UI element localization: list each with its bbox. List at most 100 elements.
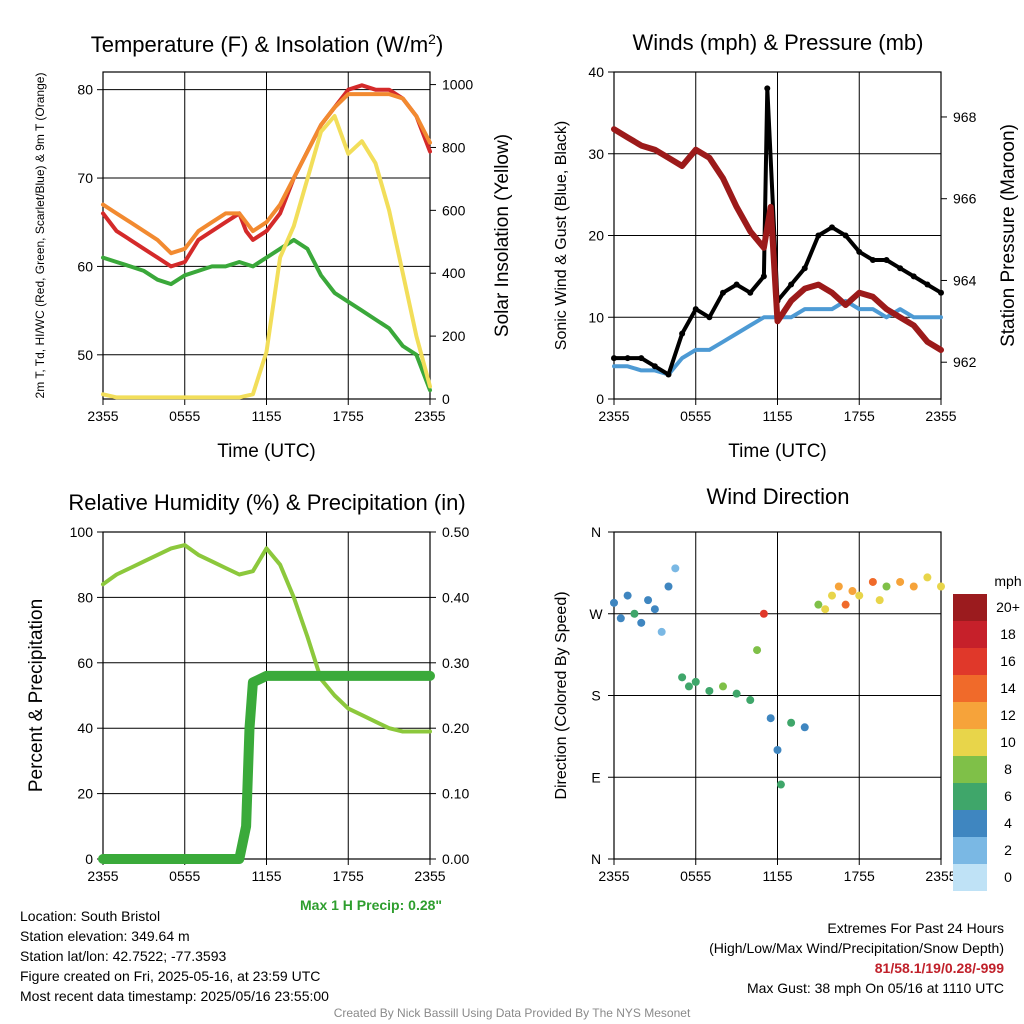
gust-point: [801, 265, 808, 272]
direction-point: [732, 689, 741, 698]
direction-point: [773, 746, 782, 754]
max-precip-annotation: Max 1 H Precip: 0.28": [300, 897, 443, 913]
humidity-title: Relative Humidity (%) & Precipitation (i…: [68, 490, 465, 515]
extremes-info: Extremes For Past 24 Hours (High/Low/Max…: [709, 918, 1004, 998]
y-tick-label: 30: [588, 146, 604, 162]
direction-tick-label: W: [589, 606, 603, 622]
direction-point: [657, 627, 666, 636]
series-line-precipitation: [98, 670, 435, 864]
direction-point: [834, 582, 843, 591]
direction-point: [896, 577, 905, 586]
y-tick-label: 70: [77, 170, 93, 186]
direction-point: [644, 596, 653, 605]
colorbar-swatch: [953, 756, 987, 783]
direction-point: [875, 596, 884, 605]
recent-timestamp: Most recent data timestamp: 2025/05/16 2…: [20, 988, 329, 1004]
colorbar-swatch: [953, 837, 987, 864]
y-tick-label: 100: [70, 524, 94, 540]
x-tick-label: 2355: [414, 868, 445, 884]
colorbar-swatch: [953, 810, 987, 837]
colorbar-swatch: [953, 594, 987, 621]
station-elevation: Station elevation: 349.64 m: [20, 928, 190, 944]
wind-direction-title: Wind Direction: [706, 484, 849, 509]
colorbar-label: 6: [1004, 788, 1012, 804]
y2-tick-label: 0.30: [442, 655, 469, 671]
colorbar-swatch: [953, 621, 987, 648]
gust-point: [611, 355, 617, 362]
station-info: Location: South Bristol Station elevatio…: [20, 906, 329, 1006]
direction-point: [800, 723, 809, 732]
direction-point: [630, 609, 639, 618]
x-tick-label: 2355: [925, 408, 956, 424]
y2-tick-label: 964: [953, 272, 977, 288]
x-axis-label: Time (UTC): [728, 441, 827, 462]
y2-tick-label: 0.20: [442, 720, 469, 736]
gust-point: [692, 306, 699, 313]
y-tick-label: 80: [77, 82, 93, 98]
credit-line: Created By Nick Bassill Using Data Provi…: [333, 1006, 691, 1020]
gust-point: [815, 232, 822, 239]
y-axis-label: Sonic Wind & Gust (Blue, Black): [553, 121, 570, 350]
x-tick-label: 2355: [598, 408, 629, 424]
direction-point: [684, 682, 693, 691]
colorbar-swatch: [953, 702, 987, 729]
colorbar-label: 16: [1000, 653, 1016, 669]
colorbar-unit: mph: [994, 573, 1021, 589]
extremes-description: (High/Low/Max Wind/Precipitation/Snow De…: [709, 940, 1004, 956]
x-tick-label: 1755: [333, 868, 364, 884]
y2-tick-label: 400: [442, 265, 466, 281]
y-tick-label: 60: [77, 655, 93, 671]
direction-point: [610, 598, 618, 607]
direction-point: [664, 582, 673, 591]
direction-point: [616, 614, 625, 623]
y2-tick-label: 0.40: [442, 589, 469, 605]
colorbar-swatch: [953, 729, 987, 756]
colorbar-label: 8: [1004, 761, 1012, 777]
gust-point: [679, 330, 686, 337]
temperature-title: Temperature (F) & Insolation (W/m2): [91, 31, 444, 57]
direction-point: [719, 682, 727, 691]
series-line-td: [101, 237, 432, 393]
series-line-9m-t: [101, 92, 432, 256]
wind-direction-panel: Wind Direction 2355 0555 1155 1755 2355NESWN…: [553, 484, 1022, 891]
y-tick-label: 40: [588, 64, 604, 80]
direction-point: [814, 600, 823, 609]
gust-point: [624, 355, 631, 362]
direction-point: [821, 605, 830, 614]
colorbar-label: 18: [1000, 626, 1016, 642]
colorbar-label: 2: [1004, 842, 1012, 858]
series-line-2m-t: [101, 83, 432, 269]
direction-point: [766, 714, 775, 723]
colorbar-label: 12: [1000, 707, 1016, 723]
extremes-title: Extremes For Past 24 Hours: [827, 920, 1004, 936]
x-tick-label: 2355: [598, 868, 629, 884]
max-gust: Max Gust: 38 mph On 05/16 at 1110 UTC: [746, 980, 1004, 996]
gust-point: [764, 85, 771, 92]
direction-point: [678, 673, 687, 682]
y-tick-label: 60: [77, 258, 93, 274]
direction-point: [848, 587, 857, 596]
direction-point: [650, 605, 659, 614]
gust-point: [720, 289, 726, 296]
direction-tick-label: S: [591, 688, 600, 704]
direction-point: [923, 573, 932, 582]
x-tick-label: 0555: [680, 868, 711, 884]
colorbar-label: 10: [1000, 734, 1016, 750]
y-tick-label: 10: [588, 309, 604, 325]
y-tick-label: 0: [85, 851, 93, 867]
y2-tick-label: 0.00: [442, 851, 469, 867]
direction-point: [841, 600, 850, 609]
direction-point: [671, 564, 680, 573]
y-tick-label: 20: [77, 786, 93, 802]
direction-point: [776, 780, 785, 789]
gust-point: [665, 371, 672, 378]
x-tick-label: 2355: [87, 408, 118, 424]
gust-point: [883, 257, 890, 264]
gust-point: [938, 289, 944, 296]
y2-axis-label: Solar Insolation (Yellow): [492, 134, 513, 337]
gust-point: [910, 273, 917, 280]
x-tick-label: 2355: [414, 408, 445, 424]
gust-point: [747, 289, 754, 296]
colorbar-swatch: [953, 675, 987, 702]
